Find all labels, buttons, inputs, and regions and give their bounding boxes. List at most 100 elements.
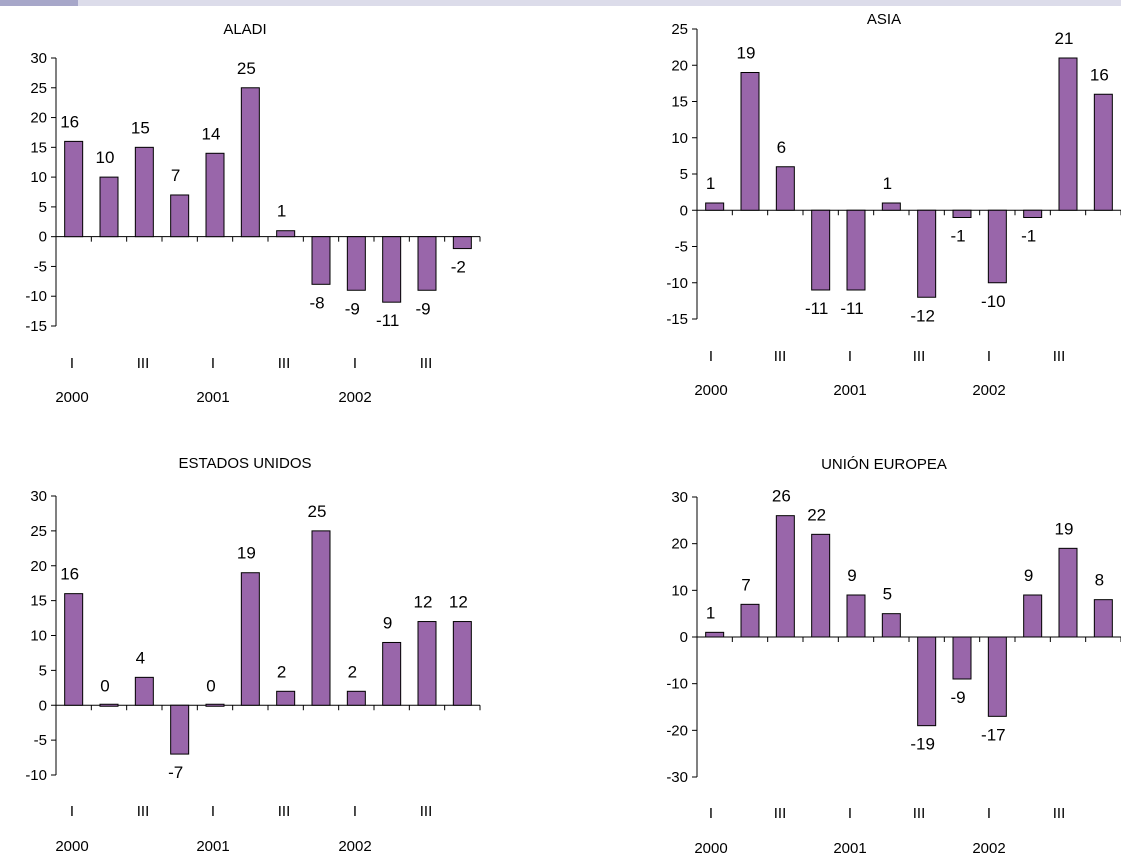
quarter-label: I bbox=[987, 348, 991, 365]
quarter-label: III bbox=[278, 803, 291, 820]
bar bbox=[346, 236, 366, 291]
year-label: 2000 bbox=[55, 838, 88, 855]
y-tick-label: -10 bbox=[25, 288, 47, 305]
year-label: 2001 bbox=[196, 838, 229, 855]
y-tick-label: 0 bbox=[39, 697, 47, 714]
data-label: 15 bbox=[131, 118, 150, 137]
bar bbox=[811, 209, 831, 291]
quarter-label: I bbox=[211, 803, 215, 820]
chart-panel-3: ESTADOS UNIDOS 30 25 20 15 10 5 0 -5 -10 16 0 4 -7 0 19… bbox=[25, 455, 481, 855]
bar bbox=[311, 236, 331, 285]
quarter-label: III bbox=[1053, 348, 1066, 365]
quarter-label: III bbox=[774, 348, 787, 365]
bar bbox=[1023, 209, 1043, 218]
data-label: -9 bbox=[345, 299, 360, 318]
y-tick-label: 20 bbox=[30, 558, 47, 575]
chart-title: ASIA bbox=[867, 11, 901, 28]
quarter-label: III bbox=[420, 355, 433, 372]
quarter-label: I bbox=[70, 355, 74, 372]
y-tick-label: -30 bbox=[666, 769, 688, 786]
y-tick-label: 20 bbox=[671, 57, 688, 74]
data-label: -1 bbox=[1021, 227, 1036, 246]
data-label: 1 bbox=[706, 174, 715, 193]
y-tick-label: 5 bbox=[39, 662, 47, 679]
y-tick-label: 10 bbox=[30, 169, 47, 186]
chart-panel-4: UNIÓN EUROPEA 30 20 10 0 -10 -20 -30 1 7 26 22 9 5 -19… bbox=[666, 456, 1121, 857]
year-label: 2002 bbox=[972, 840, 1005, 857]
y-tick-label: -5 bbox=[34, 732, 47, 749]
bar bbox=[705, 202, 725, 211]
y-tick-label: 30 bbox=[671, 489, 688, 506]
year-label: 2001 bbox=[833, 382, 866, 399]
data-label: 14 bbox=[202, 124, 221, 143]
data-label: 7 bbox=[171, 166, 180, 185]
bar bbox=[205, 152, 225, 238]
bar bbox=[740, 72, 760, 211]
bar bbox=[881, 202, 901, 211]
y-tick-label: 10 bbox=[671, 582, 688, 599]
data-label: -11 bbox=[805, 299, 828, 318]
data-label: -19 bbox=[910, 735, 935, 754]
bar bbox=[170, 704, 190, 755]
quarter-label: III bbox=[913, 348, 926, 365]
quarter-label: I bbox=[848, 805, 852, 822]
data-label: -17 bbox=[981, 725, 1006, 744]
quarter-label: I bbox=[353, 803, 357, 820]
year-label: 2001 bbox=[196, 389, 229, 406]
quarter-label: III bbox=[774, 805, 787, 822]
y-tick-label: 0 bbox=[39, 229, 47, 246]
bar bbox=[240, 572, 260, 706]
quarter-label: I bbox=[353, 355, 357, 372]
bar bbox=[952, 636, 972, 680]
chart-panel-1: ALADI 30 25 20 15 10 5 0 -5 -10 -15 16 10 15 7 14 25 1 -8 -… bbox=[25, 21, 481, 406]
bar bbox=[1023, 594, 1043, 638]
bar bbox=[311, 530, 331, 706]
bar bbox=[811, 533, 831, 638]
y-tick-label: 20 bbox=[30, 110, 47, 127]
bar bbox=[99, 176, 119, 238]
bar bbox=[382, 236, 402, 303]
data-label: 9 bbox=[847, 566, 856, 585]
bar bbox=[1058, 547, 1078, 638]
bar bbox=[775, 515, 795, 638]
y-tick-label: 20 bbox=[671, 536, 688, 553]
y-tick-label: -5 bbox=[675, 239, 688, 256]
y-tick-label: 25 bbox=[30, 80, 47, 97]
y-tick-label: 15 bbox=[671, 94, 688, 111]
bar bbox=[276, 230, 296, 238]
bar bbox=[417, 621, 437, 706]
year-label: 2000 bbox=[694, 382, 727, 399]
data-label: -9 bbox=[950, 688, 965, 707]
data-label: -10 bbox=[981, 292, 1006, 311]
data-label: -11 bbox=[376, 311, 399, 330]
data-label: -2 bbox=[451, 258, 466, 277]
y-tick-label: 15 bbox=[30, 593, 47, 610]
data-label: -7 bbox=[168, 763, 183, 782]
year-label: 2002 bbox=[338, 389, 371, 406]
data-label: 16 bbox=[60, 565, 79, 584]
y-tick-label: 15 bbox=[30, 139, 47, 156]
y-tick-label: 5 bbox=[680, 166, 688, 183]
bar bbox=[134, 676, 154, 706]
quarter-label: III bbox=[1053, 805, 1066, 822]
year-label: 2000 bbox=[694, 840, 727, 857]
y-tick-label: 5 bbox=[39, 199, 47, 216]
quarter-label: III bbox=[913, 805, 926, 822]
data-label: 21 bbox=[1055, 29, 1074, 48]
data-label: -8 bbox=[309, 293, 324, 312]
quarter-label: I bbox=[70, 803, 74, 820]
data-label: -11 bbox=[840, 299, 863, 318]
bar bbox=[846, 594, 866, 638]
y-tick-label: 10 bbox=[30, 628, 47, 645]
bar bbox=[417, 236, 437, 291]
y-tick-label: -10 bbox=[666, 676, 688, 693]
quarter-label: I bbox=[709, 805, 713, 822]
data-label: 16 bbox=[1090, 65, 1109, 84]
chart-title: UNIÓN EUROPEA bbox=[821, 456, 947, 473]
data-label: 19 bbox=[237, 544, 256, 563]
quarter-label: I bbox=[987, 805, 991, 822]
bar bbox=[64, 140, 84, 238]
data-label: 16 bbox=[60, 112, 79, 131]
y-tick-label: 30 bbox=[30, 50, 47, 67]
bar bbox=[987, 636, 1007, 717]
